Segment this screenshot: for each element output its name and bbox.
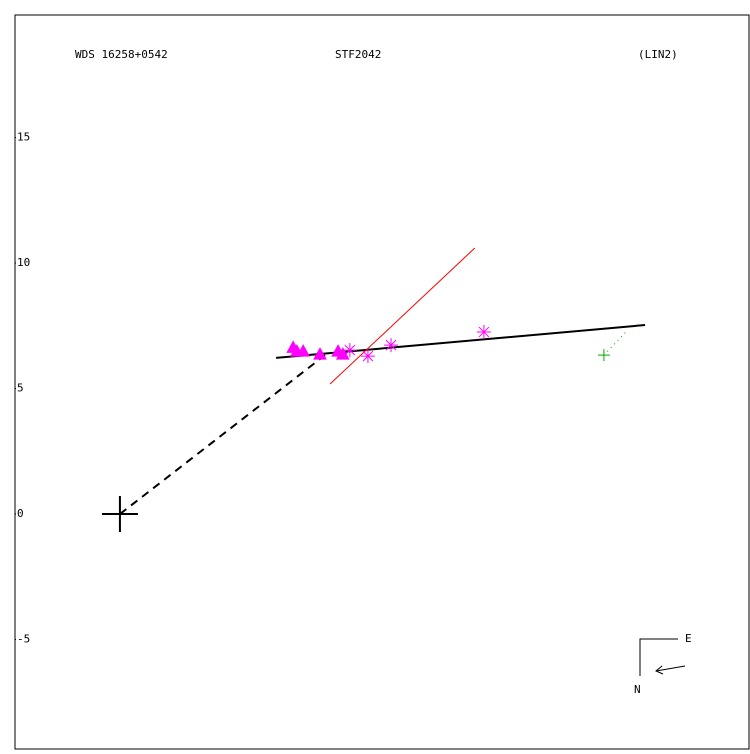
compass-arrowhead <box>655 665 664 675</box>
point <box>313 347 327 360</box>
compass-label: E <box>685 632 692 645</box>
y-tick-label: 5 <box>17 382 24 395</box>
compass-axes <box>639 638 678 676</box>
compass <box>639 638 686 676</box>
chart-label: (LIN2) <box>638 48 678 61</box>
chart-label: WDS 16258+0542 <box>75 48 168 61</box>
point <box>476 325 491 340</box>
plot-frame <box>14 14 750 750</box>
fit-line <box>275 324 646 359</box>
compass-label: N <box>634 683 641 696</box>
point <box>342 343 357 358</box>
y-tick-label: 10 <box>17 256 30 269</box>
y-tick-label: -5 <box>17 633 30 646</box>
point <box>597 349 610 362</box>
point <box>384 338 399 353</box>
fit-line <box>119 354 326 515</box>
point <box>360 349 375 364</box>
y-tick-label: 0 <box>17 507 24 520</box>
fit-line <box>603 330 628 356</box>
fit-line <box>329 247 476 385</box>
y-tick-label: 15 <box>17 131 30 144</box>
chart-title: STF2042 <box>335 48 381 61</box>
point <box>296 344 311 357</box>
compass-arrow <box>655 665 686 672</box>
primary-star <box>101 496 138 533</box>
